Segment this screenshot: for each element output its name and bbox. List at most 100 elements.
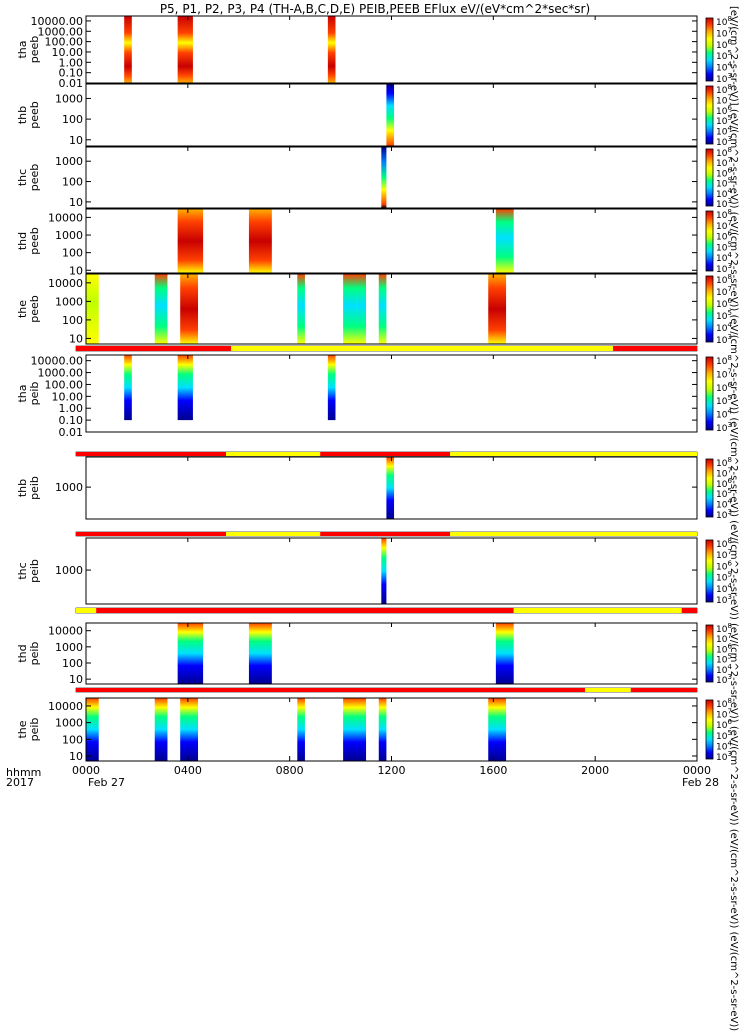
interval-1 (86, 698, 99, 761)
y-tick-label: 100 (62, 657, 83, 670)
y-tick-label: 10.00 (52, 390, 84, 403)
panel-label: thepeib (16, 718, 41, 742)
colorbar-tick-label: 106 (716, 166, 732, 179)
colorbar-tick-label: 106 (716, 297, 732, 310)
colorbar-tick-label: 104 (716, 582, 732, 595)
panel-label: thapeib (16, 382, 41, 406)
colorbar-tick-label: 107 (716, 548, 732, 561)
y-tick-label: 10 (69, 134, 83, 147)
interval-3 (495, 623, 514, 684)
hhmm-label: hhmm (6, 766, 42, 779)
colorbar-tick-label: 105 (716, 571, 732, 584)
interval-2 (177, 355, 193, 421)
interval-6 (378, 274, 387, 344)
x-tick-label: 0000 (683, 764, 711, 777)
y-tick-label: 10000 (48, 211, 83, 224)
mode-segment-yellow (450, 532, 697, 536)
y-tick-label: 100 (62, 247, 83, 260)
y-tick-label: 1000 (55, 564, 83, 577)
mode-segment-red (76, 452, 227, 456)
colorbar (705, 539, 714, 603)
colorbar-tick-label: 104 (716, 251, 732, 264)
colorbar (705, 85, 714, 145)
colorbar-tick-label: 105 (716, 394, 732, 407)
colorbar (705, 356, 714, 431)
mode-segment-red (96, 608, 514, 613)
colorbar-tick-label: 108 (716, 622, 732, 635)
y-tick-label: 100.00 (45, 378, 84, 391)
colorbar-tick-label: 108 (716, 697, 732, 710)
y-tick-label: 0.01 (59, 77, 84, 90)
date-end-label: Feb 28 (682, 776, 719, 789)
colorbar-tick-label: 103 (716, 262, 732, 275)
interval-1 (386, 84, 395, 146)
colorbar-tick-label: 107 (716, 708, 732, 721)
mode-segment-red (612, 346, 697, 351)
x-tick-label: 0400 (174, 764, 202, 777)
colorbar-tick-label: 106 (716, 230, 732, 243)
colorbar-tick-label: 104 (716, 498, 732, 511)
colorbar-tick-label: 105 (716, 653, 732, 666)
mode-segment-red (76, 532, 227, 536)
x-axis: 0000 0400 0800 1200 1600 2000 0000 (72, 16, 711, 777)
interval-4 (297, 274, 305, 344)
panel-label: thdpeib (16, 642, 41, 666)
colorbar-tick-label: 106 (716, 381, 732, 394)
panel-label: thbpeeb (16, 101, 41, 129)
colorbar (705, 148, 714, 207)
colorbar-tick-label: 103 (716, 72, 732, 85)
colorbar-tick-label: 103 (716, 673, 732, 686)
y-tick-label: 100 (62, 314, 83, 327)
mode-segment-yellow (450, 452, 697, 456)
colorbar-tick-label: 103 (716, 421, 732, 434)
panel-label: thepeeb (16, 295, 41, 323)
colorbar (705, 699, 714, 760)
year-label: 2017 (6, 776, 34, 789)
mode-segment-yellow (231, 346, 613, 351)
y-tick-label: 10000.00 (31, 15, 84, 28)
interval-3 (327, 355, 336, 421)
mode-segment-red (681, 608, 697, 613)
y-tick-label: 1000 (55, 481, 83, 494)
panel-label: thdpeeb (16, 227, 41, 255)
x-tick-label: 2000 (581, 764, 609, 777)
colorbar-tick-label: 106 (716, 477, 732, 490)
colorbar-tick-label: 106 (716, 718, 732, 731)
colorbar-tick-label: 103 (716, 508, 732, 521)
y-tick-label: 10 (69, 264, 83, 277)
colorbar-tick-label: 104 (716, 125, 732, 138)
colorbar-tick-label: 103 (716, 135, 732, 148)
colorbar-tick-label: 103 (716, 593, 732, 606)
colorbar-tick-label: 103 (716, 197, 732, 210)
y-tick-label: 1000 (55, 717, 83, 730)
y-tick-label: 1000.00 (38, 367, 84, 380)
colorbar-tick-label: 106 (716, 559, 732, 572)
colorbar-tick-label: 108 (716, 456, 732, 469)
colorbar-tick-label: 106 (716, 642, 732, 655)
mode-segment-yellow (584, 688, 631, 692)
interval-1 (381, 538, 387, 604)
page-title: P5, P1, P2, P3, P4 (TH-A,B,C,D,E) PEIB,P… (159, 2, 591, 16)
y-tick-label: 100 (62, 176, 83, 189)
interval-2 (154, 698, 168, 761)
colorbar-tick-label: 103 (716, 333, 732, 346)
interval-5 (343, 698, 367, 761)
mode-segment-red (630, 688, 697, 692)
mode-segment-yellow (513, 608, 682, 613)
mode-segment-red (76, 346, 232, 351)
colorbar-tick-label: 108 (716, 146, 732, 159)
colorbar-tick-label: 108 (716, 15, 732, 28)
colorbar-tick-label: 107 (716, 93, 732, 106)
y-tick-label: 10000 (48, 277, 83, 290)
colorbar-tick-label: 108 (716, 537, 732, 550)
interval-2 (248, 623, 272, 684)
y-tick-label: 10000 (48, 700, 83, 713)
y-tick-label: 1000.00 (38, 25, 84, 38)
y-tick-label: 10000.00 (31, 355, 84, 368)
